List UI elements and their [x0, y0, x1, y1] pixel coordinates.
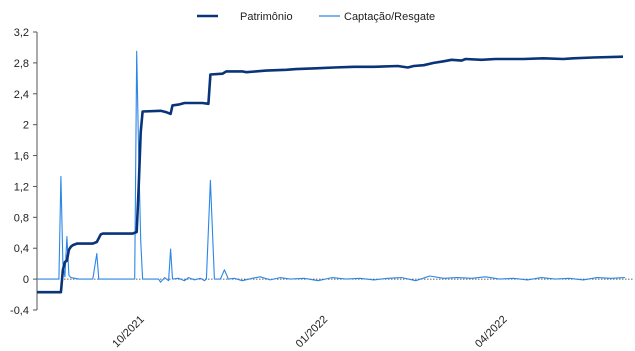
x-tick-label: 01/2022 — [294, 314, 331, 351]
y-tick-label: 2,8 — [14, 58, 29, 70]
legend: Patrimônio Captação/Resgate — [197, 11, 435, 23]
y-tick-label: 3,2 — [14, 27, 29, 39]
x-tick-label: 10/2021 — [110, 314, 147, 351]
x-axis: 10/2021 01/2022 04/2022 — [37, 278, 633, 351]
x-tick-label: 04/2022 — [473, 314, 510, 351]
series-line-patrimonio — [37, 55, 624, 294]
y-tick-label: 2,4 — [14, 89, 29, 101]
legend-label-patrimonio: Patrimônio — [240, 11, 293, 23]
y-tick-label: 0 — [23, 274, 29, 286]
y-tick-label: 1,6 — [14, 151, 29, 163]
y-tick-label: 1,2 — [14, 181, 29, 193]
series-layer — [37, 50, 626, 294]
y-axis: 3,2 2,8 2,4 2 1,6 1,2 0,8 0,4 0 -0,4 — [10, 27, 38, 317]
legend-label-captacao: Captação/Resgate — [344, 11, 435, 23]
y-tick-label: 0,8 — [14, 212, 29, 224]
series-line-captacao-resgate — [37, 50, 626, 283]
y-tick-label: -0,4 — [10, 305, 29, 317]
y-tick-label: 2 — [23, 120, 29, 132]
y-tick-label: 0,4 — [14, 243, 29, 255]
